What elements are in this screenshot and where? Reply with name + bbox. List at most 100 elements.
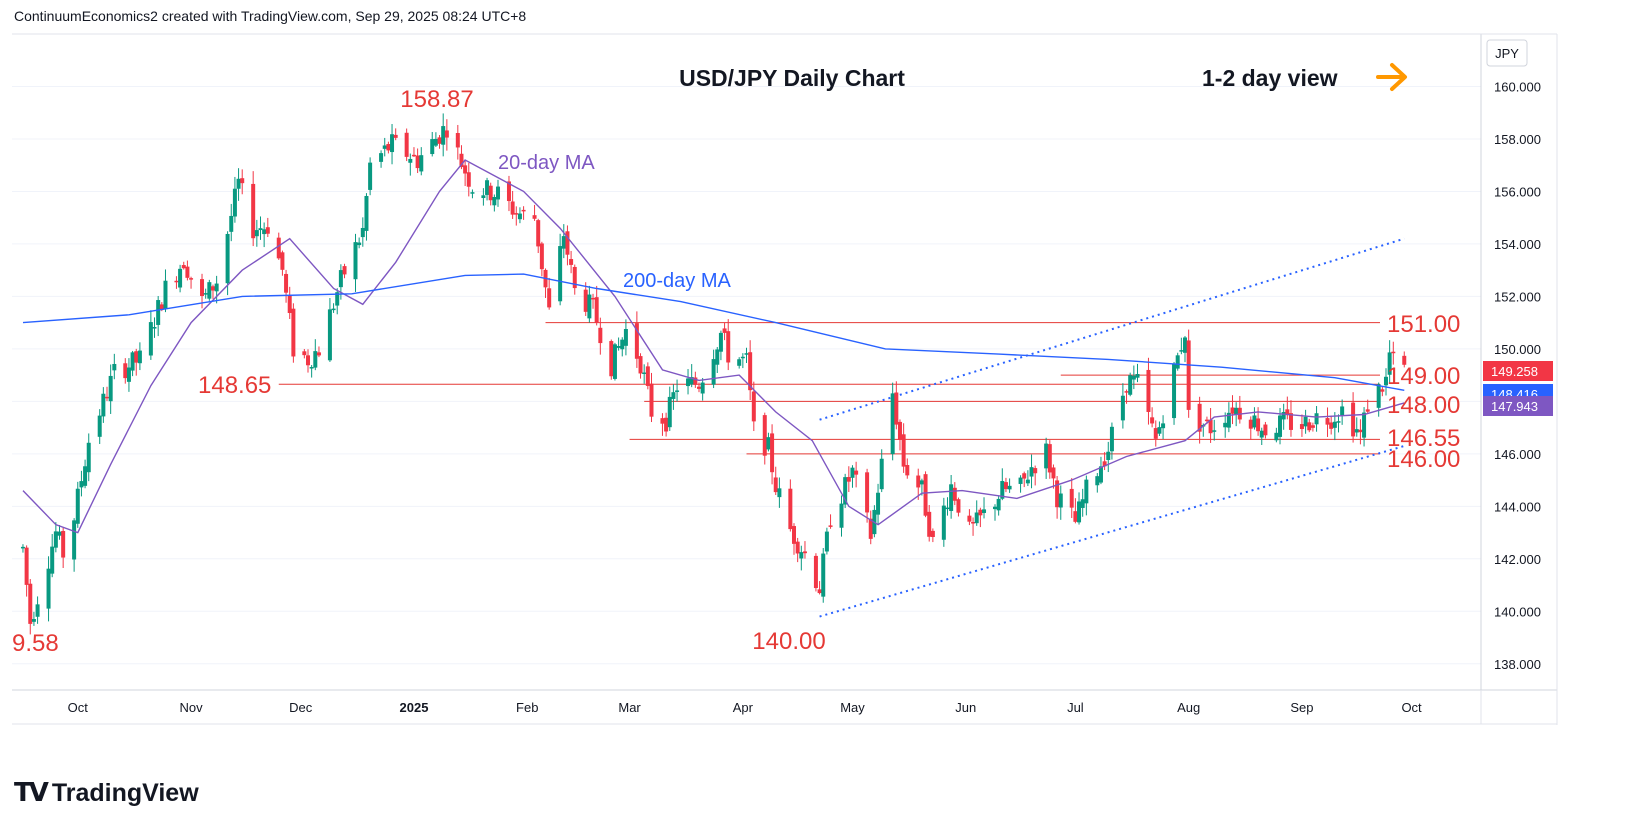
candle-body (813, 555, 818, 589)
candle-body (638, 356, 643, 374)
candle-body (1358, 429, 1363, 433)
arrow-right-icon (1376, 63, 1407, 91)
candle-body (1223, 422, 1228, 428)
view-note: 1-2 day view (1202, 65, 1338, 91)
candle-body (777, 488, 782, 498)
candle-body (843, 477, 848, 505)
candle-body (598, 327, 603, 344)
trend-line-upper (819, 237, 1405, 421)
candle-body (214, 283, 219, 292)
candle-body (24, 547, 29, 585)
price-tag (1483, 396, 1553, 416)
candle-body (770, 433, 775, 473)
candle-body (455, 133, 460, 148)
candle-body (309, 367, 314, 369)
candle-body (616, 346, 621, 348)
chart-axes: JPY 138.000 140.000 142.000 144.000 146.000 14… (12, 33, 1558, 725)
level-label-148.65: 148.65 (198, 372, 271, 399)
candle-body (514, 213, 519, 215)
candle-body (28, 583, 33, 624)
candle-body (1226, 412, 1231, 428)
candle-body (612, 344, 617, 379)
candle-body (302, 351, 307, 356)
candle-body (1044, 443, 1049, 469)
candle-body (1263, 424, 1268, 436)
x-tick-label: 2025 (400, 700, 429, 715)
candle-body (828, 525, 833, 527)
candle-body (539, 243, 544, 270)
candle-body (203, 293, 208, 295)
candle-body (583, 289, 588, 312)
x-tick-label: Apr (733, 700, 754, 715)
low-label: 140.00 (752, 628, 825, 655)
candle-body (316, 352, 321, 356)
candle-body (740, 356, 745, 359)
candle-body (152, 327, 157, 329)
candle-body (1354, 429, 1359, 433)
candle-body (1362, 412, 1367, 438)
candle-body (846, 477, 851, 482)
candle-body (305, 355, 310, 366)
candle-body (536, 220, 541, 247)
candle-body (53, 531, 58, 548)
candle-body (353, 242, 358, 280)
y-tick-label: 146.000 (1494, 447, 1541, 462)
y-tick-label: 152.000 (1494, 289, 1541, 304)
candle-body (112, 363, 117, 371)
candle-body (726, 331, 731, 363)
level-lines (278, 322, 1380, 455)
candle-body (240, 178, 245, 184)
candle-body (722, 328, 727, 333)
candle-body (762, 415, 767, 456)
candle-body (492, 196, 497, 206)
candle-body (1150, 417, 1155, 424)
tradingview-brand[interactable]: TV TradingView (14, 778, 199, 808)
x-tick-label: Aug (1177, 700, 1200, 715)
candle-body (1230, 407, 1235, 414)
candle-body (689, 377, 694, 385)
candle-body (1281, 412, 1286, 420)
candle-body (1120, 395, 1125, 421)
candle-body (821, 553, 826, 597)
candle-body (591, 297, 596, 300)
candle-body (1153, 428, 1158, 439)
candle-body (419, 155, 424, 172)
candle-body (949, 484, 954, 511)
candle-body (327, 309, 332, 361)
x-tick-label: Nov (179, 700, 203, 715)
candle-body (411, 154, 416, 157)
candle-body (817, 589, 822, 594)
candle-body (715, 349, 720, 365)
candle-body (594, 297, 599, 323)
candle-body (1077, 501, 1082, 523)
candle-body (1307, 422, 1312, 431)
candle-body (1179, 350, 1184, 352)
candle-body (901, 434, 906, 467)
candle-body (1135, 374, 1140, 378)
candle-body (718, 332, 723, 352)
candle-body (919, 480, 924, 485)
candle-body (342, 266, 347, 275)
candle-body (101, 393, 106, 417)
candle-body (163, 280, 168, 310)
chart-caption: ContinuumEconomics2 created with Trading… (14, 8, 527, 24)
candle-body (620, 339, 625, 350)
high-label: 158.87 (400, 86, 473, 113)
y-tick-label: 138.000 (1494, 657, 1541, 672)
candle-body (894, 392, 899, 425)
candle-body (649, 383, 654, 417)
candle-body (587, 294, 592, 319)
candle-body (433, 138, 438, 146)
candle-body (1351, 402, 1356, 437)
candle-body (1058, 493, 1063, 508)
candle-body (751, 391, 756, 422)
candle-body (382, 145, 387, 149)
y-tick-label: 142.000 (1494, 552, 1541, 567)
candle-body (945, 507, 950, 510)
candle-body (463, 165, 468, 174)
candle-body (854, 470, 859, 475)
candle-body (1033, 468, 1038, 474)
candle-body (941, 505, 946, 540)
candle-body (262, 229, 267, 235)
